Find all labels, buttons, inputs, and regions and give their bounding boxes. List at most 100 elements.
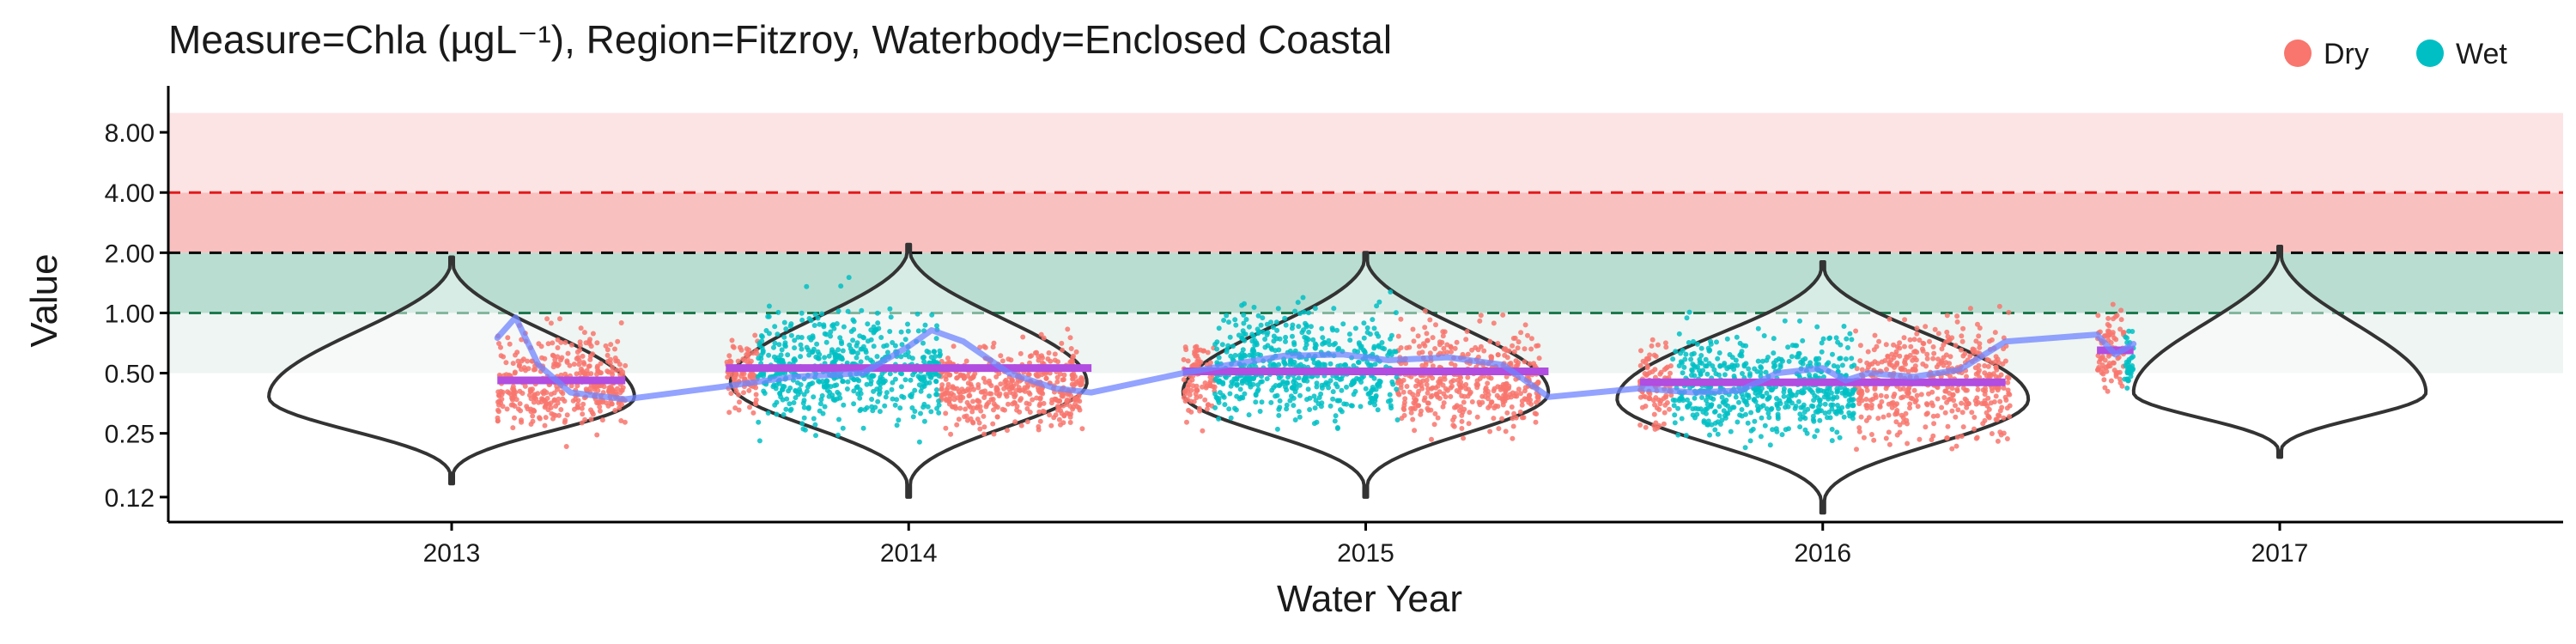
data-point: [1737, 412, 1743, 418]
data-point: [1758, 404, 1764, 410]
data-point: [1997, 429, 2003, 435]
data-point: [1319, 382, 1325, 388]
data-point: [1729, 355, 1735, 361]
data-point: [1186, 407, 1192, 413]
data-point: [1432, 410, 1438, 416]
violin-4: [2131, 245, 2428, 459]
data-point: [1274, 327, 1280, 333]
data-point: [1474, 414, 1480, 420]
data-point: [1975, 386, 1981, 392]
data-point: [1314, 384, 1320, 390]
data-point: [984, 402, 990, 407]
data-point: [1715, 431, 1721, 437]
data-point: [1410, 326, 1416, 332]
data-point: [1194, 343, 1200, 349]
data-point: [586, 363, 592, 369]
data-point: [1477, 402, 1483, 408]
data-point: [1959, 338, 1965, 344]
data-point: [1412, 406, 1418, 411]
data-point: [1474, 378, 1480, 384]
data-point: [2101, 377, 2107, 383]
data-point: [590, 331, 596, 337]
data-point: [1500, 402, 1506, 408]
data-point: [1465, 374, 1471, 380]
data-point: [1911, 387, 1917, 393]
data-point: [558, 372, 564, 378]
data-point: [1672, 398, 1678, 404]
data-point: [1510, 336, 1516, 341]
data-point: [1889, 404, 1895, 410]
data-point: [574, 383, 580, 389]
data-point: [1277, 398, 1283, 404]
data-point: [515, 406, 521, 412]
data-point: [1059, 393, 1065, 398]
data-point: [1835, 339, 1841, 345]
data-point: [1930, 413, 1936, 419]
data-point: [590, 351, 596, 357]
data-point: [1910, 396, 1916, 402]
data-point: [1721, 399, 1727, 404]
y-tick-label: 0.25: [105, 421, 155, 449]
data-point: [1686, 309, 1692, 315]
data-point: [1217, 390, 1223, 396]
data-point: [1336, 345, 1342, 351]
data-point: [865, 321, 871, 327]
data-point: [2001, 386, 2007, 391]
data-point: [1764, 406, 1770, 412]
data-point: [1905, 393, 1911, 398]
data-point: [598, 361, 604, 367]
data-point: [623, 362, 629, 368]
legend-wet-label: Wet: [2456, 38, 2507, 70]
data-point: [1296, 409, 1302, 415]
data-point: [1061, 372, 1067, 378]
data-point: [1931, 421, 1937, 427]
data-point: [1458, 385, 1464, 391]
data-point: [801, 404, 807, 410]
data-point: [783, 326, 789, 332]
data-point: [1892, 392, 1898, 397]
data-point: [511, 386, 517, 392]
data-point: [1708, 338, 1714, 344]
data-point: [1846, 392, 1852, 397]
data-point: [1422, 325, 1428, 331]
data-point: [1053, 412, 1059, 418]
data-point: [1394, 386, 1400, 392]
data-point: [1907, 401, 1913, 407]
data-point: [1219, 342, 1225, 348]
data-point: [1663, 394, 1668, 400]
data-point: [1519, 398, 1525, 404]
x-tick-label: 2015: [1337, 539, 1394, 568]
data-point: [558, 339, 564, 345]
data-point: [1188, 398, 1194, 404]
data-point: [1373, 392, 1379, 398]
data-point: [945, 355, 951, 361]
data-point: [1996, 303, 2002, 309]
data-point: [1686, 340, 1692, 345]
data-point: [1960, 325, 1966, 331]
data-point: [1352, 348, 1358, 354]
data-point: [1036, 374, 1042, 380]
data-point: [1310, 337, 1316, 343]
data-point: [1291, 395, 1297, 401]
data-point: [777, 391, 783, 397]
data-point: [1863, 417, 1869, 423]
data-point: [1907, 352, 1913, 358]
data-point: [792, 337, 798, 343]
data-point: [1802, 355, 1808, 361]
data-point: [2095, 313, 2101, 319]
data-point: [1699, 395, 1704, 400]
data-point: [1752, 418, 1758, 424]
data-point: [1253, 399, 1259, 405]
data-point: [1292, 308, 1298, 314]
data-point: [588, 416, 594, 422]
data-point: [510, 425, 516, 431]
data-point: [1504, 410, 1510, 416]
data-point: [1412, 428, 1418, 434]
data-point: [745, 352, 751, 358]
data-point: [1894, 432, 1900, 438]
data-point: [1458, 380, 1464, 385]
data-point: [746, 347, 751, 353]
data-point: [1662, 367, 1668, 373]
data-point: [1835, 388, 1841, 394]
data-point: [1715, 355, 1721, 361]
